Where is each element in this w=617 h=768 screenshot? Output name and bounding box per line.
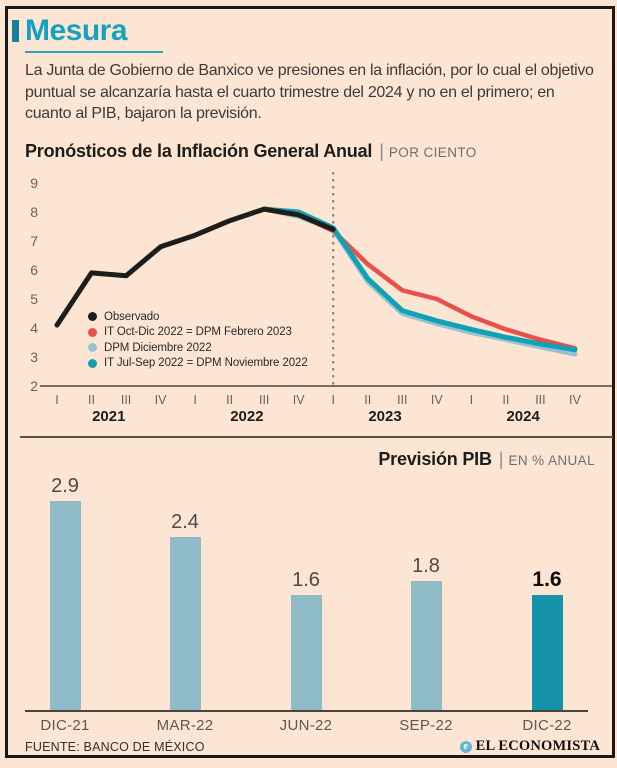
inflation-chart-title: Pronósticos de la Inflación General Anua…	[25, 141, 373, 161]
legend-label: IT Oct-Dic 2022 = DPM Febrero 2023	[104, 326, 292, 339]
x-axis-quarter-label: III	[121, 393, 131, 407]
gdp-bar-value-label: 2.9	[51, 475, 79, 498]
gdp-chart-baseline	[25, 710, 588, 712]
publisher-name: EL ECONOMISTA	[475, 738, 600, 754]
y-axis-tick-label: 4	[30, 320, 38, 336]
gdp-bar-chart: 2.9 DIC-21 2.4 MAR-22 1.6 JUN-22 1.8 SEP-22 1.6 D…	[0, 440, 617, 740]
header-pipe-separator: |	[498, 449, 504, 469]
series-line	[54, 206, 336, 328]
gdp-bar-highlight	[531, 595, 563, 711]
gdp-bar-category-label: SEP-22	[399, 717, 453, 734]
gdp-bar-value-label: 2.4	[171, 511, 199, 534]
gdp-chart-header: Previsión PIB | EN % ANUAL	[378, 449, 595, 470]
page-title: Mesura	[25, 14, 128, 47]
legend-label: IT Jul-Sep 2022 = DPM Noviembre 2022	[104, 357, 308, 370]
legend-dot-icon	[88, 312, 97, 322]
x-axis-quarter-label: I	[193, 393, 196, 407]
publisher-logo-icon: e	[459, 740, 472, 753]
title-underline	[25, 51, 163, 53]
x-axis-year-label: 2024	[506, 408, 540, 425]
legend-label: Observado	[104, 310, 160, 323]
y-axis-tick-label: 6	[30, 262, 38, 278]
x-axis-quarter-label: IV	[431, 393, 443, 407]
header-pipe-separator: |	[379, 141, 384, 161]
legend-dot-icon	[88, 327, 97, 337]
gdp-bar-category-label: DIC-22	[522, 717, 572, 734]
y-axis-tick-label: 7	[30, 233, 38, 249]
gdp-bar-value-label: 1.6	[292, 569, 320, 592]
legend-item: IT Oct-Dic 2022 = DPM Febrero 2023	[88, 326, 308, 340]
legend-label: DPM Diciembre 2022	[104, 341, 212, 354]
legend-item: DPM Diciembre 2022	[88, 341, 308, 355]
gdp-bar	[290, 595, 322, 711]
section-divider	[20, 436, 613, 438]
inflation-chart-unit: POR CIENTO	[388, 145, 477, 160]
intro-paragraph: La Junta de Gobierno de Banxico ve presi…	[25, 62, 594, 122]
y-axis-tick-label: 3	[30, 349, 38, 365]
x-axis-quarter-label: IV	[569, 393, 581, 407]
x-axis-year-label: 2021	[92, 408, 125, 425]
x-axis-quarter-label: IV	[155, 393, 167, 407]
gdp-bar	[49, 501, 81, 711]
gdp-chart-title: Previsión PIB	[378, 449, 492, 469]
x-axis-year-label: 2023	[368, 408, 401, 425]
x-axis-quarter-label: II	[226, 393, 233, 407]
gdp-bar	[169, 537, 201, 711]
x-axis-quarter-label: I	[470, 393, 473, 407]
x-axis-quarter-label: I	[331, 393, 334, 407]
title-accent-marker	[12, 20, 19, 42]
x-axis-year-label: 2022	[230, 408, 263, 425]
gdp-bar-value-label: 1.6	[532, 568, 562, 592]
series-line	[261, 206, 578, 353]
gdp-bar-value-label: 1.8	[412, 554, 440, 577]
legend-item: Observado	[88, 310, 308, 324]
x-axis-quarter-label: III	[397, 393, 407, 407]
x-axis-quarter-label: II	[364, 393, 371, 407]
inflation-chart-header: Pronósticos de la Inflación General Anua…	[25, 141, 477, 162]
x-axis-quarter-label: I	[55, 393, 58, 407]
publisher-brand: e EL ECONOMISTA	[459, 738, 600, 755]
inflation-chart-legend: Observado IT Oct-Dic 2022 = DPM Febrero 2…	[88, 310, 308, 372]
y-axis-tick-label: 5	[30, 291, 38, 307]
x-axis-quarter-label: III	[535, 393, 545, 407]
x-axis-quarter-label: II	[88, 393, 95, 407]
x-axis-quarter-label: II	[502, 393, 509, 407]
series-line	[261, 206, 578, 357]
legend-dot-icon	[88, 358, 97, 368]
x-axis-quarter-label: IV	[293, 393, 305, 407]
y-axis-tick-label: 2	[30, 378, 38, 394]
x-axis-quarter-label: III	[259, 393, 269, 407]
gdp-bar-category-label: DIC-21	[40, 717, 90, 734]
legend-item: IT Jul-Sep 2022 = DPM Noviembre 2022	[88, 357, 308, 371]
legend-dot-icon	[88, 343, 97, 353]
gdp-bar-category-label: JUN-22	[279, 717, 333, 734]
gdp-chart-unit: EN % ANUAL	[508, 453, 595, 468]
y-axis-tick-label: 9	[30, 175, 38, 191]
gdp-bar	[410, 580, 442, 711]
gdp-bar-category-label: MAR-22	[156, 717, 214, 734]
source-note: FUENTE: BANCO DE MÉXICO	[25, 740, 205, 754]
y-axis-tick-label: 8	[30, 204, 38, 220]
